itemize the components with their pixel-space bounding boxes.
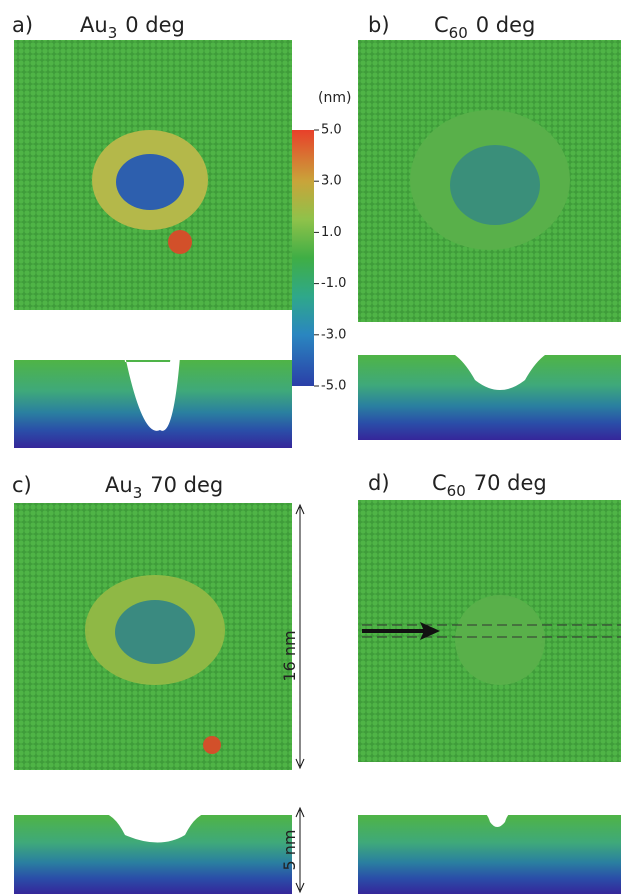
panel-letter: b) [368, 13, 390, 37]
colorbar [292, 130, 314, 386]
panel-letter: c) [12, 473, 32, 497]
species: C [432, 471, 447, 495]
species: C [434, 13, 449, 37]
scale-label: 16 nm [280, 630, 299, 681]
colorbar-tick-label: -1.0 [321, 276, 346, 291]
colorbar-tick-label: 5.0 [321, 123, 342, 138]
subscript: 3 [108, 24, 118, 42]
figure: 16 nm 5 nm (nm) a)Au30 degb)C600 degc)Au… [0, 0, 621, 894]
angle: 0 deg [476, 13, 536, 37]
panel-letter: a) [12, 13, 33, 37]
panel-title: Au3 70 deg [105, 473, 223, 502]
side-view [358, 815, 621, 894]
angle: 70 deg [474, 471, 547, 495]
crater [115, 600, 195, 664]
colorbar-tick-label: -3.0 [321, 327, 346, 342]
angle: 70 deg [150, 473, 223, 497]
scale-label: 5 nm [280, 830, 299, 871]
panel-letter: d) [368, 471, 390, 495]
colorbar-tick-label: 1.0 [321, 225, 342, 240]
species: Au [105, 473, 133, 497]
panel-title: C60 70 deg [432, 471, 547, 500]
angle: 0 deg [125, 13, 185, 37]
colorbar-label: (nm) [318, 90, 351, 106]
colorbar-tick-label: 3.0 [321, 174, 342, 189]
subscript: 60 [447, 482, 466, 500]
crater [116, 154, 184, 210]
subscript: 60 [449, 24, 468, 42]
panel-title: C60 0 deg [434, 13, 535, 42]
species: Au [80, 13, 108, 37]
colorbar-tick-label: -5.0 [321, 379, 346, 394]
debris [203, 736, 221, 754]
crater [455, 595, 545, 685]
crater [450, 145, 540, 225]
subscript: 3 [133, 484, 143, 502]
panel-title: Au3 0 deg [80, 13, 185, 42]
debris [168, 230, 192, 254]
